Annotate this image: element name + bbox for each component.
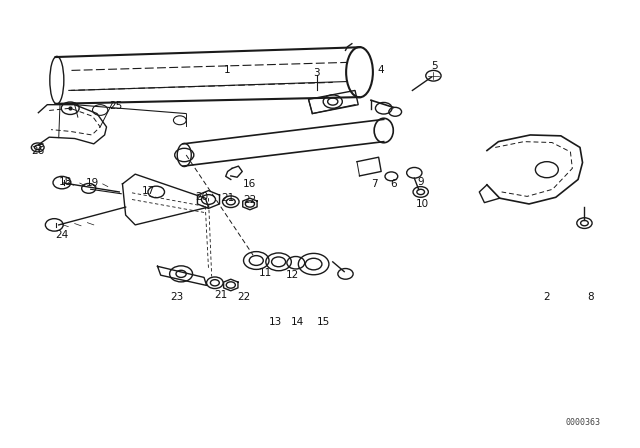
Text: 22: 22 [237,292,250,302]
Text: 6: 6 [390,179,397,189]
Text: 8: 8 [588,293,594,302]
Text: 22: 22 [243,194,257,205]
Text: 11: 11 [259,268,273,278]
Text: 16: 16 [243,179,257,189]
Text: 2: 2 [543,293,550,302]
Text: 21: 21 [221,193,234,203]
Text: 26: 26 [31,146,44,155]
Text: 20: 20 [196,192,209,202]
Text: 5: 5 [431,61,438,71]
Text: 15: 15 [317,317,330,327]
Text: 19: 19 [86,178,99,188]
Text: 13: 13 [269,317,282,327]
Text: 4: 4 [377,65,384,75]
Text: 25: 25 [109,101,123,111]
Text: 14: 14 [291,317,305,327]
Text: 7: 7 [371,179,378,189]
Text: 21: 21 [214,290,228,300]
Text: 12: 12 [286,270,300,280]
Text: 3: 3 [314,68,320,78]
Text: 9: 9 [417,177,424,187]
Text: 10: 10 [415,199,429,209]
Text: 17: 17 [141,185,155,196]
Text: 18: 18 [58,177,72,187]
Text: 24: 24 [55,230,68,240]
Text: 23: 23 [170,293,183,302]
Text: 0000363: 0000363 [565,418,600,426]
Text: 1: 1 [224,65,231,75]
